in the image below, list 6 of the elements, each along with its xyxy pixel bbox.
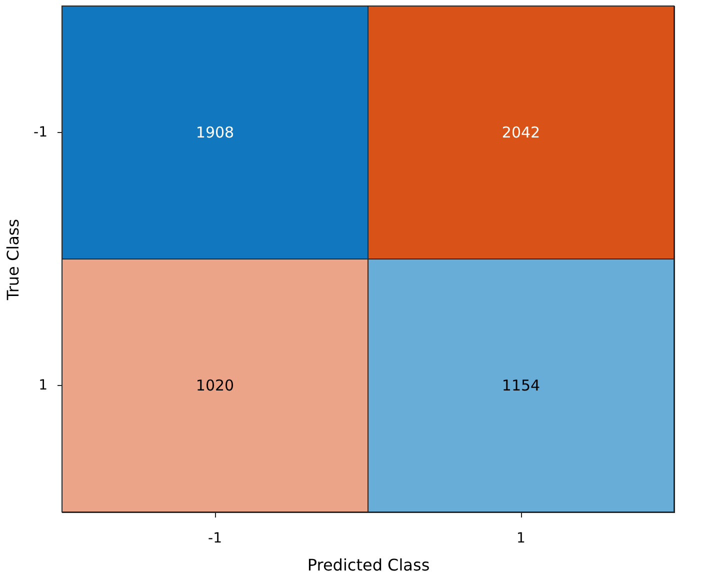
data-label: 1908: [196, 124, 234, 142]
data-label: 1154: [502, 376, 540, 394]
data-label: 1020: [196, 376, 234, 394]
y-axis-title: True Class: [4, 218, 23, 302]
data-label: 2042: [502, 124, 540, 142]
x-axis-title: Predicted Class: [307, 556, 430, 574]
